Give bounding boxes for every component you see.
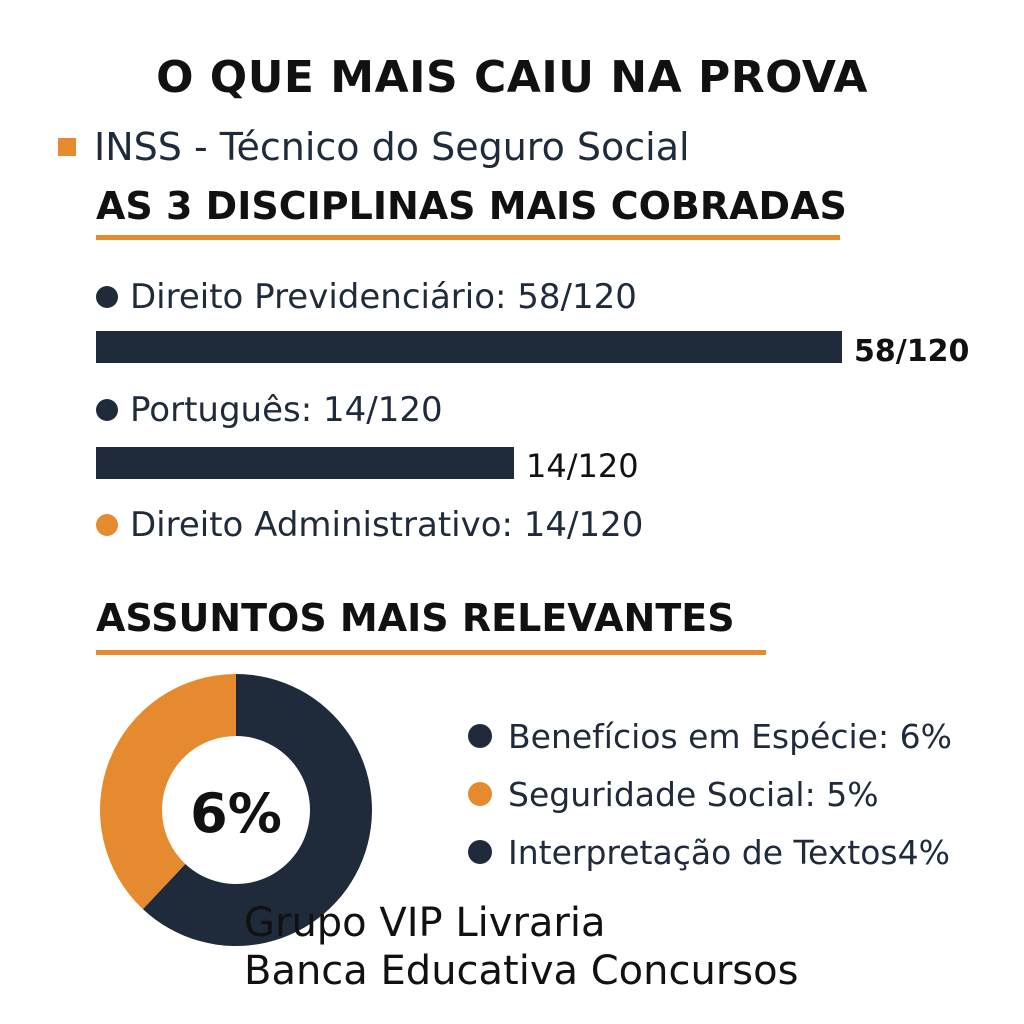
section-title-disciplines: AS 3 DISCIPLINAS MAIS COBRADAS	[96, 184, 847, 228]
discipline-label: Português: 14/120	[130, 390, 443, 430]
legend-label: Seguridade Social: 5%	[508, 774, 879, 814]
subtitle: INSS - Técnico do Seguro Social	[94, 125, 690, 169]
bar-data-label: 58/120	[854, 334, 969, 369]
section-title-topics: ASSUNTOS MAIS RELEVANTES	[96, 596, 735, 640]
legend-item: Seguridade Social: 5%	[468, 770, 879, 818]
bar-1	[96, 447, 514, 479]
bullet-dot-icon	[96, 286, 118, 308]
footer-line-2: Banca Educativa Concursos	[244, 948, 799, 994]
donut-slice-0	[142, 674, 372, 946]
page-title: O QUE MAIS CAIU NA PROVA	[156, 52, 868, 103]
discipline-label: Direito Administrativo: 14/120	[130, 505, 644, 545]
discipline-label: Direito Previdenciário: 58/120	[130, 277, 637, 317]
donut-chart: 6%	[100, 674, 372, 946]
section-underline	[96, 650, 766, 655]
orange-square-icon	[58, 138, 76, 156]
discipline-item: Português: 14/120	[96, 390, 443, 430]
legend-item: Benefícios em Espécie: 6%	[468, 712, 952, 760]
legend-label: Benefícios em Espécie: 6%	[508, 716, 952, 756]
legend-dot-icon	[468, 840, 492, 864]
section-underline	[96, 235, 840, 240]
subtitle-row: INSS - Técnico do Seguro Social	[58, 122, 690, 172]
legend-label: Interpretação de Textos4%	[508, 832, 950, 872]
bar-data-label: 14/120	[526, 447, 639, 485]
legend-dot-icon	[468, 782, 492, 806]
discipline-item: Direito Administrativo: 14/120	[96, 505, 643, 545]
bullet-dot-icon	[96, 514, 118, 536]
footer-line-1: Grupo VIP Livraria	[244, 900, 606, 946]
donut-slice-1	[100, 674, 236, 910]
legend-dot-icon	[468, 724, 492, 748]
legend-item: Interpretação de Textos4%	[468, 828, 950, 876]
discipline-item: Direito Previdenciário: 58/120	[96, 277, 637, 317]
bar-0	[96, 331, 842, 363]
bullet-dot-icon	[96, 399, 118, 421]
donut-center-label: 6%	[190, 782, 282, 845]
